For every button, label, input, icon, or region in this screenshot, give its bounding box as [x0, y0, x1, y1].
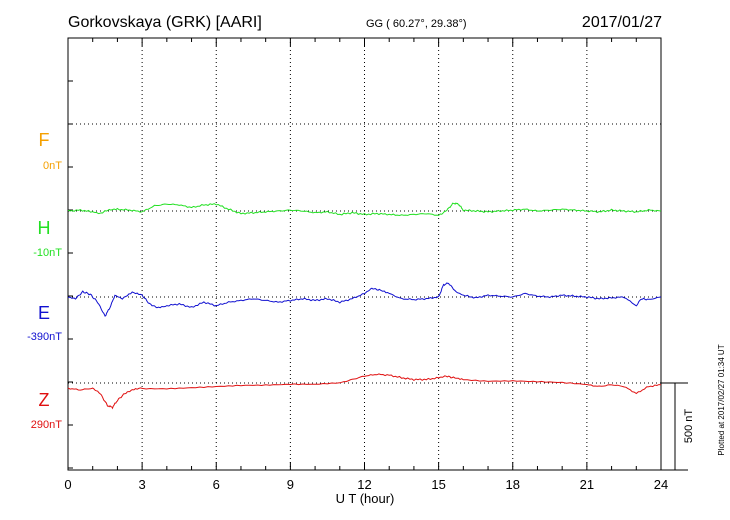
date-label: 2017/01/27	[582, 14, 662, 31]
x-tick-label: 24	[654, 477, 668, 492]
channel-baseline-value-e: -390nT	[27, 331, 62, 343]
x-tick-label: 18	[506, 477, 520, 492]
channel-baseline-value-f: 0nT	[43, 160, 62, 172]
series-line-h	[67, 202, 662, 217]
x-tick-label: 12	[357, 477, 371, 492]
plotted-at-note: Plotted at 2017/02/27 01:34 UT	[717, 344, 726, 455]
x-tick-label: 9	[287, 477, 294, 492]
x-tick-label: 6	[213, 477, 220, 492]
scale-bar-label: 500 nT	[683, 409, 695, 444]
x-tick-label: 0	[64, 477, 71, 492]
x-tick-label: 21	[580, 477, 594, 492]
x-axis-ticks: 0 3 6 9 12 15 18 21 24	[64, 38, 668, 492]
series-line-e	[67, 282, 662, 317]
scale-bar: 500 nT	[661, 382, 695, 471]
station-title: Gorkovskaya (GRK) [AARI]	[68, 14, 262, 31]
x-tick-label: 15	[431, 477, 445, 492]
x-axis-label: U T (hour)	[336, 491, 395, 506]
channel-labels: F 0nT H -10nT E -390nT Z 290nT	[27, 130, 62, 431]
grid	[68, 38, 661, 470]
channel-name-f: F	[39, 130, 50, 150]
geographic-coords: GG ( 60.27°, 29.38°)	[366, 18, 467, 30]
x-tick-label: 3	[139, 477, 146, 492]
channel-name-e: E	[38, 303, 50, 323]
channel-name-h: H	[38, 218, 51, 238]
channel-name-z: Z	[39, 390, 50, 410]
series-layer	[67, 202, 662, 410]
channel-baseline-value-h: -10nT	[33, 247, 62, 259]
channel-baseline-value-z: 290nT	[31, 419, 62, 431]
series-line-z	[67, 373, 662, 410]
